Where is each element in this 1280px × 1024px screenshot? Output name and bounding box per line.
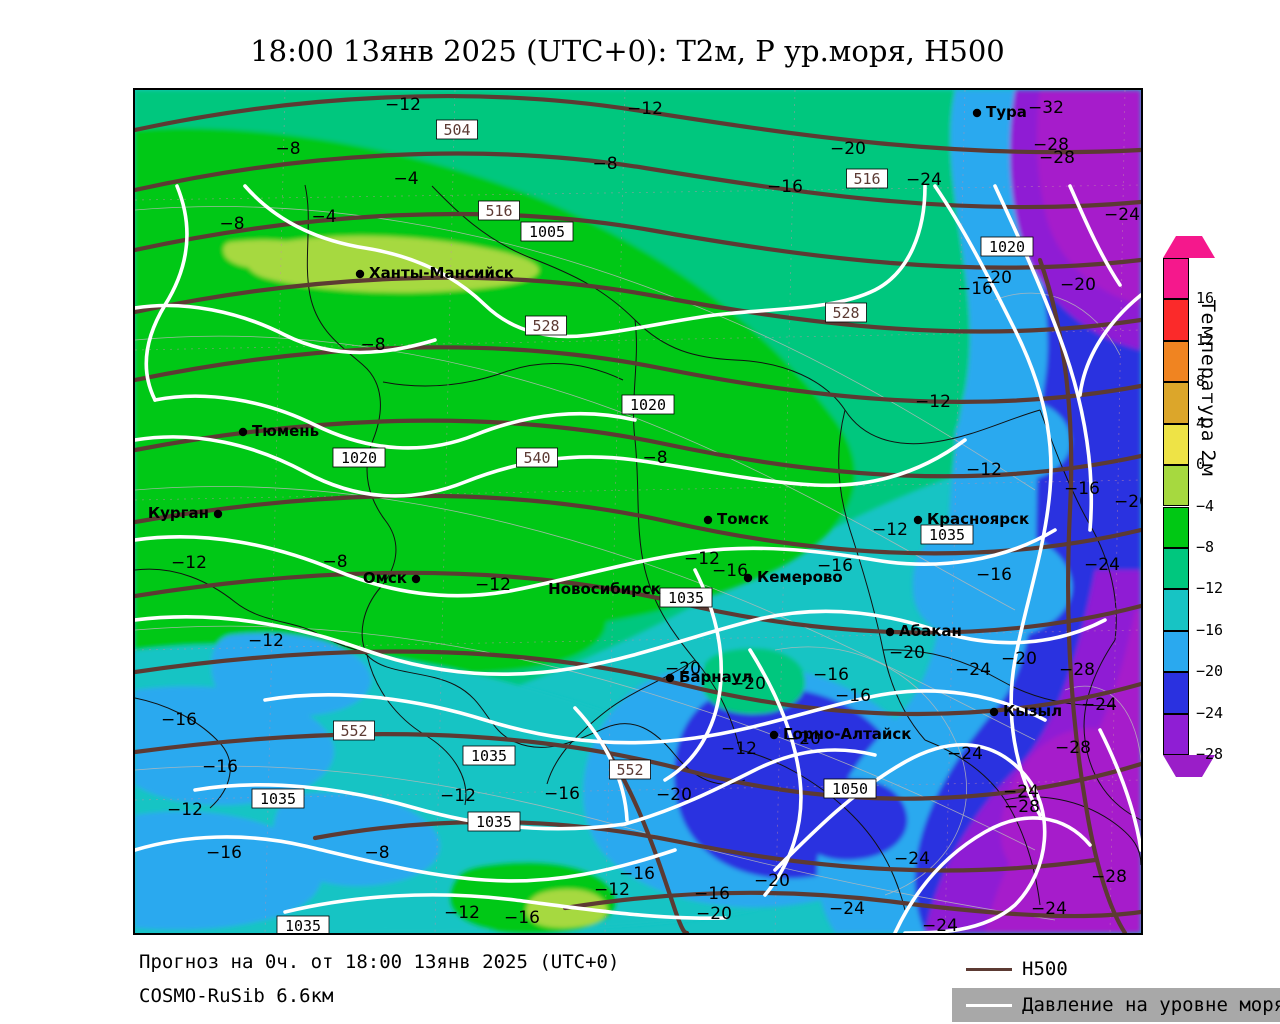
map-legend: H500 Давление на уровне моря [952, 952, 1280, 1024]
colorbar-segment [1163, 258, 1189, 300]
legend-label: Давление на уровне моря [1022, 994, 1280, 1016]
legend-label: H500 [1022, 958, 1068, 980]
colorbar-segment [1163, 589, 1189, 631]
colorbar-tick-label: −4 [1196, 496, 1215, 515]
model-line: COSMO-RuSib 6.6км [139, 985, 334, 1007]
colorbar-segment [1163, 465, 1189, 507]
colorbar-segment [1163, 382, 1189, 424]
colorbar-tick-label: −8 [1196, 537, 1215, 556]
colorbar-tick-label: 8 [1196, 372, 1206, 391]
colorbar-segment [1163, 340, 1189, 383]
colorbar-segment [1163, 713, 1189, 755]
legend-line-swatch [966, 968, 1012, 971]
colorbar-segment [1163, 630, 1189, 673]
legend-line-swatch [966, 1004, 1012, 1007]
legend-row: Давление на уровне моря [952, 988, 1280, 1022]
colorbar-segment [1163, 423, 1189, 466]
colorbar-segment [1163, 547, 1189, 590]
colorbar-arrow-bottom [1163, 755, 1215, 777]
colorbar-segment [1163, 672, 1189, 714]
colorbar-tick-label: −28 [1196, 745, 1224, 763]
colorbar-tick-label: 4 [1196, 413, 1206, 432]
page-title: 18:00 13янв 2025 (UTC+0): T2м, P ур.моря… [250, 34, 1005, 68]
colorbar-segment [1163, 506, 1189, 548]
colorbar-tick-label: −16 [1196, 620, 1224, 639]
colorbar [1163, 236, 1215, 777]
legend-row: H500 [952, 952, 1280, 986]
colorbar-tick-label: −12 [1196, 579, 1224, 598]
colorbar-tick-label: −24 [1196, 703, 1224, 722]
weather-map[interactable]: −12 −12 −8 −8 −4 −4 −8 −16 −20 −28 −28 −32 −24 −24 −20… [133, 88, 1143, 935]
colorbar-tick-label: −20 [1196, 662, 1224, 681]
colorbar-arrow-top [1163, 236, 1215, 258]
colorbar-tick-label: 0 [1196, 455, 1206, 474]
forecast-line: Прогноз на 0ч. от 18:00 13янв 2025 (UTC+… [139, 951, 620, 973]
colorbar-tick-label: 12 [1196, 330, 1215, 349]
colorbar-segment [1163, 299, 1189, 341]
map-canvas [135, 90, 1141, 933]
colorbar-tick-label: 16 [1196, 289, 1215, 308]
